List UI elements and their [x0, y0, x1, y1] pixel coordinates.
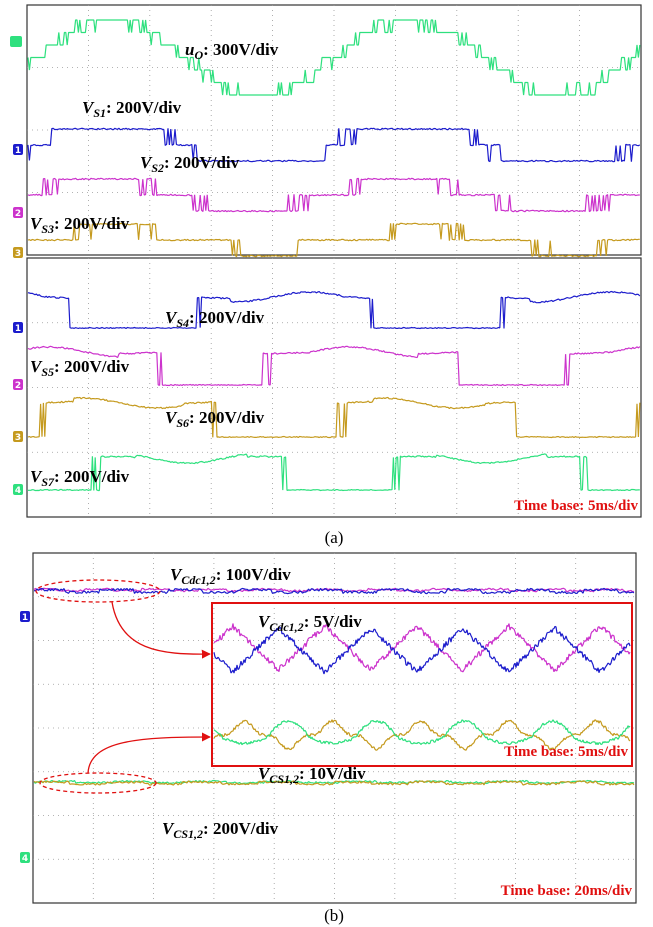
trace-label: VS1: 200V/div	[82, 98, 182, 120]
scale: : 200V/div	[106, 98, 182, 117]
channel-marker-label: 2	[15, 381, 21, 391]
subscript: S1	[93, 106, 106, 120]
trace-label: VS5: 200V/div	[30, 357, 130, 379]
symbol: u	[185, 40, 194, 59]
channel-marker-label: 1	[22, 613, 28, 623]
trace-label: VCS1,2: 10V/div	[258, 764, 366, 786]
scale: : 5V/div	[304, 612, 363, 631]
scale: : 200V/div	[54, 357, 130, 376]
trace-label: VCS1,2: 200V/div	[162, 819, 279, 841]
scale: : 100V/div	[216, 565, 292, 584]
subscript: Cdc1,2	[269, 620, 303, 634]
scale: : 200V/div	[54, 214, 130, 233]
waveform	[28, 178, 640, 211]
subscript: O	[194, 48, 203, 62]
subscript: S6	[176, 416, 189, 430]
scale: : 200V/div	[164, 153, 240, 172]
subscript: CS1,2	[173, 827, 203, 841]
subscript: CS1,2	[269, 772, 299, 786]
channel-marker	[10, 36, 22, 47]
trace-label: uO: 300V/div	[185, 40, 279, 62]
time-base: Time base: 5ms/div	[514, 498, 638, 514]
trace-label: VCdc1,2: 100V/div	[170, 565, 291, 587]
trace-label: VCdc1,2: 5V/div	[258, 612, 362, 634]
waveform	[28, 20, 640, 95]
channel-marker-label: 3	[15, 249, 21, 259]
subscript: S5	[41, 365, 54, 379]
arrow	[88, 737, 210, 773]
channel-marker-label: 1	[15, 146, 21, 156]
scale: : 200V/div	[54, 467, 130, 486]
scale: : 200V/div	[189, 408, 265, 427]
trace-label: VS2: 200V/div	[140, 153, 240, 175]
channel-marker-label: 4	[22, 854, 28, 864]
trace-label: VS6: 200V/div	[165, 408, 265, 430]
arrow	[112, 602, 210, 654]
trace-label: VS3: 200V/div	[30, 214, 130, 236]
time-base: Time base: 20ms/div	[501, 883, 633, 899]
scale: : 200V/div	[189, 308, 265, 327]
trace-label: VS7: 200V/div	[30, 467, 130, 489]
caption: (b)	[324, 906, 344, 925]
waveform	[214, 720, 630, 745]
channel-marker-label: 1	[15, 324, 21, 334]
subscript: S4	[176, 316, 189, 330]
caption: (a)	[325, 528, 344, 547]
trace-label: VS4: 200V/div	[165, 308, 265, 330]
subscript: S3	[41, 222, 54, 236]
highlight-ellipse	[36, 580, 160, 602]
subscript: Cdc1,2	[181, 573, 215, 587]
waveform	[28, 292, 640, 329]
scale: : 200V/div	[203, 819, 279, 838]
figure: 1 2 3 1 2 3 4 1 4 uO: 300V/div VS1: 200V/div VS2: 2…	[0, 0, 653, 927]
subscript: S2	[151, 161, 164, 175]
channel-marker-label: 3	[15, 433, 21, 443]
subscript: S7	[41, 475, 55, 489]
channel-marker-label: 4	[15, 486, 21, 496]
channel-marker-label: 2	[15, 209, 21, 219]
scale: : 300V/div	[203, 40, 279, 59]
time-base: Time base: 5ms/div	[504, 744, 628, 760]
